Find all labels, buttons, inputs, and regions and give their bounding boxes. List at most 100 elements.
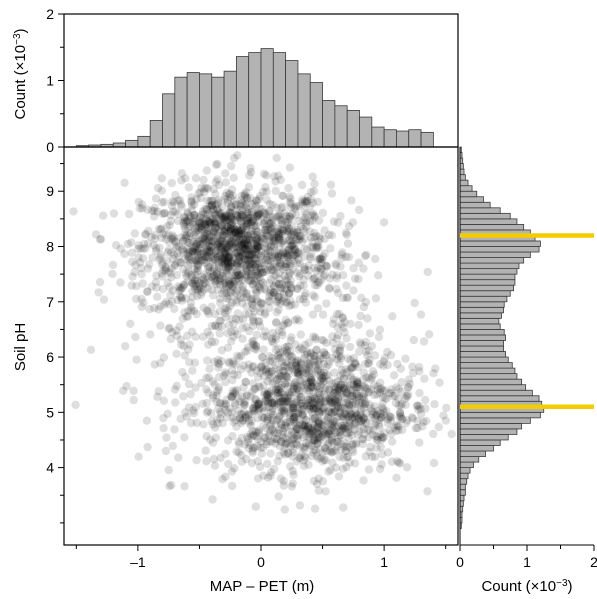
scatter-point (196, 240, 205, 249)
scatter-point (245, 440, 255, 450)
scatter-point (335, 452, 344, 462)
scatter-point (269, 266, 278, 275)
scatter-point (339, 369, 348, 378)
scatter-point (288, 402, 298, 412)
scatter-point (279, 371, 288, 381)
scatter-point (240, 440, 249, 449)
scatter-point (256, 304, 266, 313)
scatter-point (342, 293, 351, 302)
scatter-point (238, 416, 247, 426)
scatter-point (245, 255, 255, 264)
scatter-point (267, 408, 276, 417)
scatter-point (204, 216, 213, 226)
scatter-point (308, 275, 318, 284)
scatter-point (348, 413, 357, 422)
scatter-point (297, 399, 306, 408)
scatter-point (259, 218, 268, 228)
scatter-point (227, 256, 236, 266)
scatter-point (191, 332, 200, 341)
scatter-point (401, 394, 410, 403)
scatter-point (252, 230, 261, 240)
scatter-point (209, 184, 218, 194)
scatter-point (379, 433, 388, 442)
scatter-point (277, 327, 286, 337)
scatter-point (255, 462, 265, 471)
scatter-point (244, 410, 253, 420)
scatter-point (210, 309, 220, 319)
scatter-point (372, 443, 381, 453)
scatter-point (341, 446, 350, 456)
scatter-point (137, 302, 146, 311)
scatter-point (253, 243, 263, 253)
scatter-point (276, 383, 286, 393)
scatter-point (206, 219, 216, 228)
scatter-point (220, 250, 229, 259)
scatter-point (218, 215, 227, 224)
scatter-point (320, 427, 329, 436)
scatter-point (229, 332, 238, 341)
scatter-point (279, 347, 288, 356)
scatter-point (259, 268, 268, 277)
scatter-point (176, 414, 185, 424)
scatter-point (211, 214, 221, 223)
scatter-point (397, 399, 406, 408)
scatter-point (312, 243, 321, 253)
scatter-point (272, 279, 281, 288)
scatter-point (235, 206, 244, 215)
scatter-point (303, 271, 313, 280)
scatter-point (262, 267, 271, 276)
scatter-point (184, 252, 194, 261)
scatter-point (314, 388, 323, 397)
scatter-point (255, 321, 265, 331)
scatter-point (253, 226, 262, 236)
scatter-point (305, 217, 315, 226)
scatter-point (177, 202, 186, 211)
scatter-point (251, 247, 260, 256)
scatter-point (244, 444, 253, 453)
scatter-point (252, 241, 262, 250)
scatter-point (344, 400, 354, 410)
scatter-point (227, 161, 236, 171)
scatter-point (392, 421, 401, 430)
scatter-point (341, 228, 351, 237)
scatter-point (178, 264, 188, 274)
scatter-point (267, 366, 276, 376)
scatter-point (205, 364, 214, 373)
scatter-point (263, 393, 272, 402)
scatter-point (154, 305, 163, 314)
scatter-point (280, 444, 289, 453)
scatter-point (220, 240, 229, 249)
scatter-point (316, 234, 325, 244)
scatter-point (292, 397, 301, 406)
scatter-point (223, 223, 232, 232)
scatter-point (165, 237, 174, 247)
scatter-point (298, 195, 307, 204)
scatter-point (217, 221, 226, 230)
scatter-point (304, 398, 313, 408)
scatter-point (221, 285, 230, 294)
scatter-point (280, 379, 290, 388)
scatter-point (284, 289, 294, 298)
scatter-point (304, 362, 313, 371)
scatter-point (352, 377, 362, 387)
scatter-point (211, 228, 220, 237)
scatter-point (181, 269, 191, 278)
scatter-point (240, 244, 250, 254)
scatter-point (345, 416, 354, 426)
scatter-point (301, 425, 310, 434)
scatter-point (233, 225, 243, 234)
scatter-point (305, 430, 314, 439)
scatter-point (226, 280, 235, 289)
scatter-point (304, 460, 313, 469)
scatter-point (128, 257, 137, 266)
scatter-point (308, 310, 318, 319)
scatter-point (246, 251, 256, 260)
scatter-point (248, 217, 257, 226)
scatter-point (243, 267, 253, 276)
scatter-point (345, 411, 354, 421)
scatter-point (244, 434, 253, 443)
scatter-point (336, 211, 345, 221)
scatter-point (260, 433, 269, 443)
scatter-point (139, 298, 148, 307)
scatter-point (284, 245, 294, 254)
